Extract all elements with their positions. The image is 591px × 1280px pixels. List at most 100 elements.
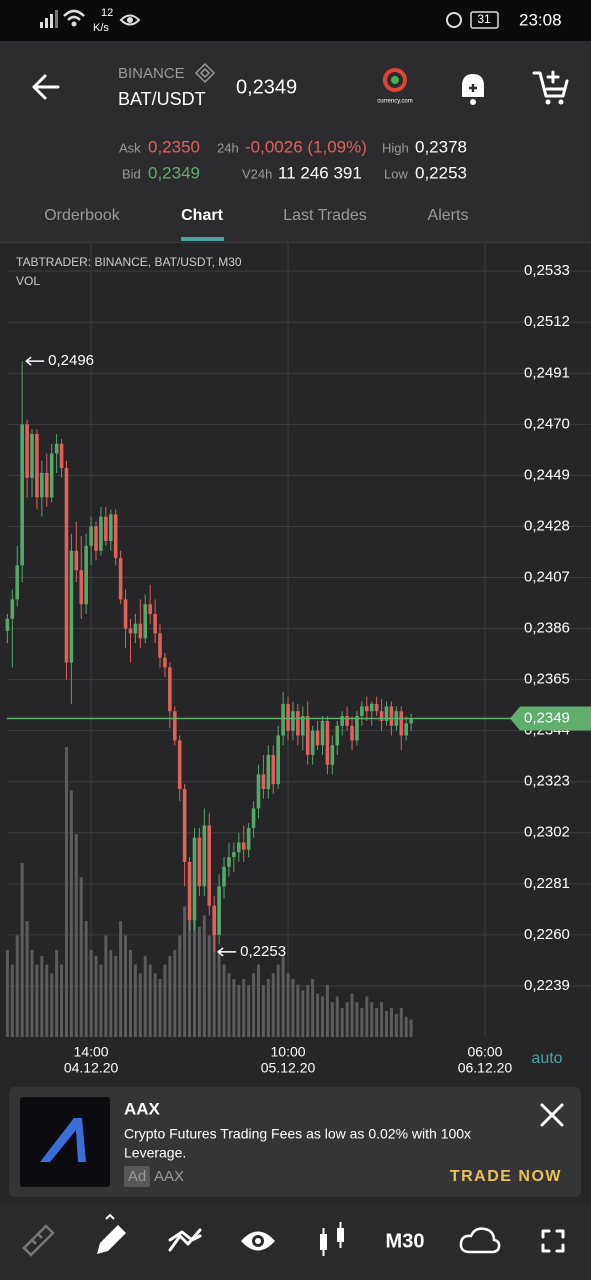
- annotation-label: 0,2496: [48, 352, 94, 369]
- ad-badge: [124, 1166, 150, 1187]
- volume-bar: [163, 964, 167, 1037]
- ad-cta[interactable]: TRADE NOW: [450, 1168, 562, 1185]
- volume-bar: [355, 1002, 359, 1037]
- ask-label: Ask: [119, 140, 141, 155]
- high-label: High: [382, 140, 409, 155]
- volume-bar: [25, 921, 29, 1037]
- volume-bar: [247, 984, 251, 1037]
- tab[interactable]: Orderbook: [44, 207, 121, 224]
- cloud-tool[interactable]: [459, 1227, 501, 1254]
- change-label: 24h: [217, 140, 239, 155]
- volume-bar: [256, 964, 260, 1037]
- network-unit: K/s: [93, 22, 109, 34]
- volume-bar: [266, 979, 270, 1037]
- candle-body: [177, 740, 182, 790]
- candle-body: [207, 825, 212, 906]
- candle-body: [172, 711, 177, 741]
- volume-bar: [301, 990, 305, 1037]
- candle-body: [291, 711, 295, 731]
- volume-bar: [40, 955, 44, 1037]
- candle-body: [123, 599, 128, 629]
- candle-body: [133, 623, 138, 634]
- volume-bar: [320, 996, 324, 1037]
- scale-mode[interactable]: auto: [531, 1050, 562, 1067]
- tab[interactable]: Alerts: [428, 207, 469, 224]
- tab[interactable]: Last Trades: [283, 207, 367, 224]
- volume-bar: [69, 790, 73, 1037]
- volume-bar: [173, 950, 177, 1037]
- volume-bar: [252, 973, 256, 1037]
- volume-bar: [197, 926, 201, 1037]
- draw-tool[interactable]: [97, 1225, 126, 1254]
- candle-body: [99, 516, 103, 551]
- candle-body: [404, 723, 408, 736]
- y-tick-label: 0,2491: [524, 364, 570, 381]
- volume-bar: [45, 964, 49, 1037]
- candle-body: [399, 711, 404, 736]
- volume: 11 246 391: [278, 163, 362, 182]
- volume-bar: [168, 955, 172, 1037]
- labels: 0,2533 0,2512 0,2491 0,2470 0,2449 0,2428 0,24…: [7, 262, 591, 1076]
- back-button[interactable]: [32, 74, 60, 100]
- volume-bar: [222, 964, 226, 1037]
- fullscreen-tool[interactable]: [541, 1229, 565, 1253]
- volume-bar: [124, 935, 128, 1037]
- volume-bar: [380, 1002, 384, 1037]
- candle-body: [355, 716, 359, 741]
- ad-close[interactable]: [540, 1103, 564, 1127]
- x-tick-date: 04.12.20: [64, 1060, 119, 1076]
- candle-body: [202, 825, 207, 887]
- chart-type-tool[interactable]: [320, 1222, 344, 1256]
- cart-button[interactable]: [532, 71, 569, 98]
- volume-bar: [15, 935, 19, 1037]
- volume-bar: [183, 906, 187, 1037]
- ad-card[interactable]: [9, 1087, 581, 1197]
- tab-indicator: [181, 237, 224, 241]
- volume-bar: [271, 973, 275, 1037]
- indicators-tool[interactable]: [168, 1228, 202, 1252]
- candle-body: [35, 434, 39, 498]
- logo[interactable]: [383, 68, 407, 92]
- candle-body: [384, 706, 389, 721]
- candle-body: [261, 774, 266, 790]
- chart: TABTRADER: BINANCE, BAT/USDT, M30 VOL au…: [5, 242, 591, 1076]
- grid: [7, 242, 591, 1037]
- candle-body: [143, 604, 148, 639]
- candle-body: [5, 618, 10, 631]
- candle-body: [89, 526, 93, 546]
- alarm-icon: [446, 12, 462, 28]
- low-label: Low: [384, 166, 408, 181]
- wifi-icon: [63, 9, 85, 21]
- volume-bar: [202, 915, 206, 1037]
- candle-body: [138, 623, 143, 639]
- volume-bar: [306, 984, 310, 1037]
- exchange: BINANCE: [118, 65, 185, 82]
- volume-bar: [188, 921, 192, 1037]
- chart-title: TABTRADER: BINANCE, BAT/USDT, M30: [16, 255, 242, 269]
- timeframe[interactable]: M30: [386, 1230, 425, 1252]
- last-price-tag: [510, 706, 591, 731]
- annotation-arrow: [216, 947, 237, 957]
- ad-advertiser: AAX: [154, 1168, 184, 1185]
- x-tick-label: 14:00: [74, 1044, 109, 1060]
- tab-active[interactable]: Chart: [181, 207, 223, 224]
- candle-body: [74, 550, 79, 571]
- volume-bar: [133, 964, 137, 1037]
- candle-body: [389, 706, 394, 726]
- candle-body: [276, 735, 280, 785]
- y-tick-label: 0,2302: [524, 824, 570, 841]
- volume-bar: [409, 1019, 413, 1037]
- volume-bar: [281, 955, 285, 1037]
- header-price: 0,2349: [236, 76, 297, 98]
- logo-text: currency.com: [377, 99, 413, 105]
- x-tick-date: 06.12.20: [458, 1060, 513, 1076]
- y-tick-label: 0,2323: [524, 773, 570, 790]
- ruler-tool[interactable]: [22, 1224, 55, 1257]
- volume-bar: [399, 1008, 403, 1037]
- candle-body: [49, 453, 54, 498]
- battery-level: 31: [477, 12, 491, 26]
- candle-body: [222, 866, 226, 887]
- volume-bar: [5, 950, 9, 1037]
- candle-body: [281, 703, 285, 736]
